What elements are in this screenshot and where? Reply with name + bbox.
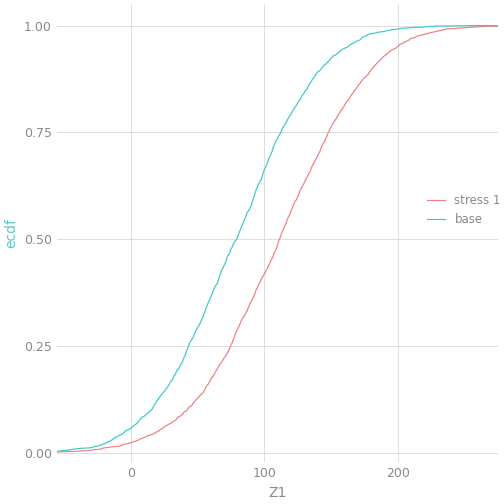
stress 1: [231, 335, 237, 341]
base: [57, 448, 63, 454]
stress 1: [284, 217, 290, 223]
base: [307, 80, 313, 86]
stress 1: [79, 448, 85, 454]
base: [140, 414, 146, 420]
Y-axis label: ecdf: ecdf: [4, 218, 18, 248]
base: [241, 217, 247, 223]
base: [467, 23, 473, 29]
Line: stress 1: stress 1: [0, 26, 504, 453]
Legend: stress 1, base: stress 1, base: [427, 194, 501, 226]
X-axis label: Z1: Z1: [269, 486, 287, 500]
stress 1: [281, 225, 287, 231]
stress 1: [357, 80, 363, 86]
base: [238, 225, 244, 231]
stress 1: [176, 414, 182, 420]
Line: base: base: [0, 26, 504, 453]
base: [190, 335, 196, 341]
